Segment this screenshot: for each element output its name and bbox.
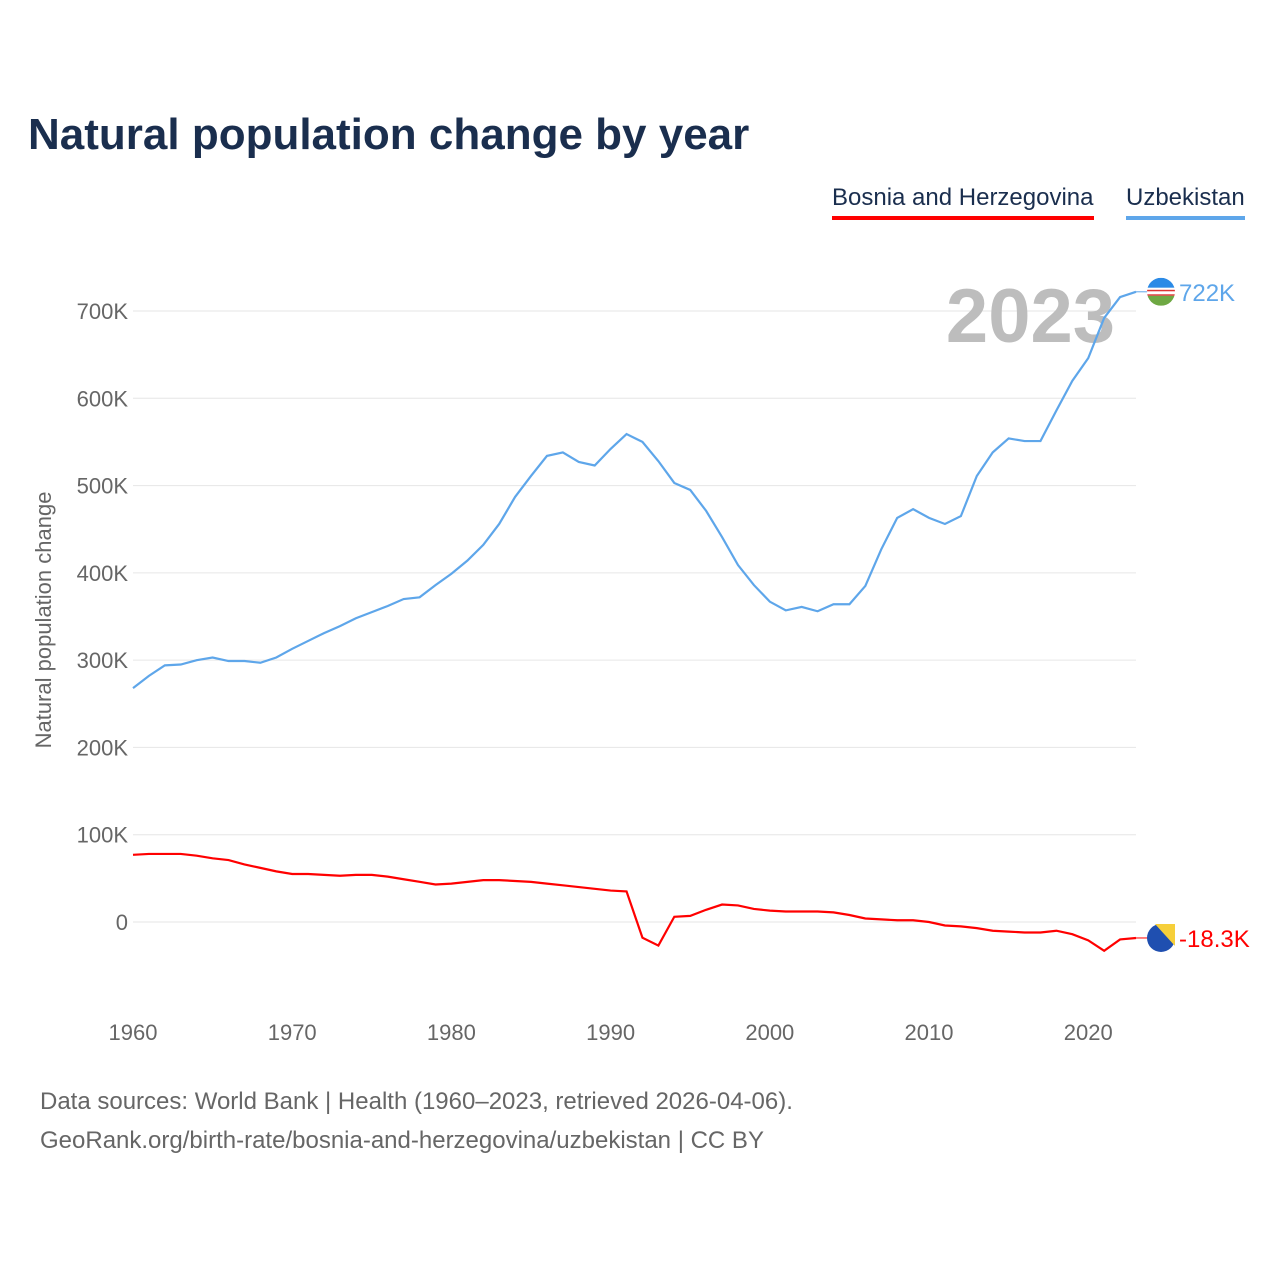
legend-bosnia[interactable]: Bosnia and Herzegovina [832, 184, 1094, 220]
end-value-label: 722K [1179, 280, 1235, 307]
year-overlay: 2023 [946, 274, 1115, 359]
y-axis-label: Natural population change [31, 492, 56, 749]
y-tick-label: 400K [77, 561, 129, 586]
chart-title: Natural population change by year [28, 110, 750, 159]
y-tick-label: 600K [77, 386, 129, 411]
source-line-2: GeoRank.org/birth-rate/bosnia-and-herzeg… [40, 1127, 764, 1154]
x-tick-label: 1960 [109, 1020, 158, 1045]
series-line-uzbekistan[interactable] [132, 290, 1137, 689]
y-tick-label: 500K [77, 474, 129, 499]
uzbekistan-flag-icon [1147, 277, 1175, 306]
x-tick-label: 1990 [586, 1020, 635, 1045]
x-tick-label: 1980 [427, 1020, 476, 1045]
x-tick-label: 2000 [745, 1020, 794, 1045]
end-value-label: -18.3K [1179, 926, 1250, 953]
y-tick-label: 200K [77, 735, 129, 760]
y-tick-label: 100K [77, 823, 129, 848]
y-tick-label: 700K [77, 299, 129, 324]
x-tick-label: 2010 [905, 1020, 954, 1045]
x-tick-label: 2020 [1064, 1020, 1113, 1045]
source-line-1: Data sources: World Bank | Health (1960–… [40, 1088, 793, 1115]
y-tick-label: 300K [77, 648, 129, 673]
series-line-bosnia[interactable] [132, 852, 1137, 953]
bosnia-flag-icon [1147, 923, 1175, 952]
y-tick-label: 0 [116, 910, 128, 935]
legend-uzbekistan[interactable]: Uzbekistan [1126, 184, 1245, 220]
x-tick-label: 1970 [268, 1020, 317, 1045]
